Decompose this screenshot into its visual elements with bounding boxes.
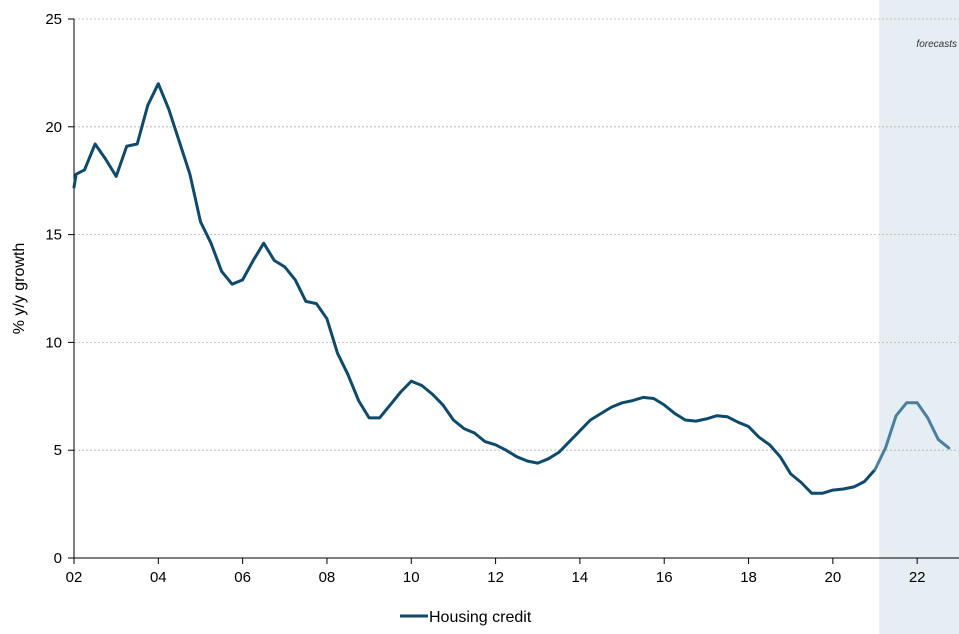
y-axis: 0 5 10 15 20 25 (45, 11, 75, 567)
y-tick-label: 5 (54, 442, 62, 459)
gridlines (74, 18, 959, 451)
x-tick-label: 10 (403, 569, 420, 586)
y-tick-label: 20 (45, 119, 62, 136)
y-tick-label: 10 (45, 334, 62, 351)
y-tick-label: 15 (45, 227, 62, 244)
x-tick-label: 14 (572, 569, 589, 586)
x-tick-label: 06 (234, 569, 251, 586)
series-group (72, 82, 951, 495)
series-line-forecast (873, 401, 951, 472)
x-tick-label: 16 (656, 569, 673, 586)
y-tick-label: 25 (45, 11, 62, 28)
x-tick-label: 08 (319, 569, 336, 586)
x-tick-label: 02 (66, 569, 83, 586)
series-line-actual (72, 82, 877, 495)
x-tick-label: 04 (150, 569, 167, 586)
x-tick-label: 22 (909, 569, 926, 586)
legend-label: Housing credit (429, 609, 532, 626)
x-tick-label: 20 (825, 569, 842, 586)
x-axis: 02 04 06 08 10 12 14 16 18 20 22 (66, 557, 959, 586)
x-tick-label: 18 (740, 569, 757, 586)
legend: Housing credit (400, 609, 532, 626)
y-tick-label: 0 (54, 550, 62, 567)
y-axis-label: % y/y growth (11, 243, 28, 335)
forecast-label: forecasts (916, 39, 957, 50)
forecast-shade (879, 0, 959, 634)
x-tick-label: 12 (487, 569, 504, 586)
